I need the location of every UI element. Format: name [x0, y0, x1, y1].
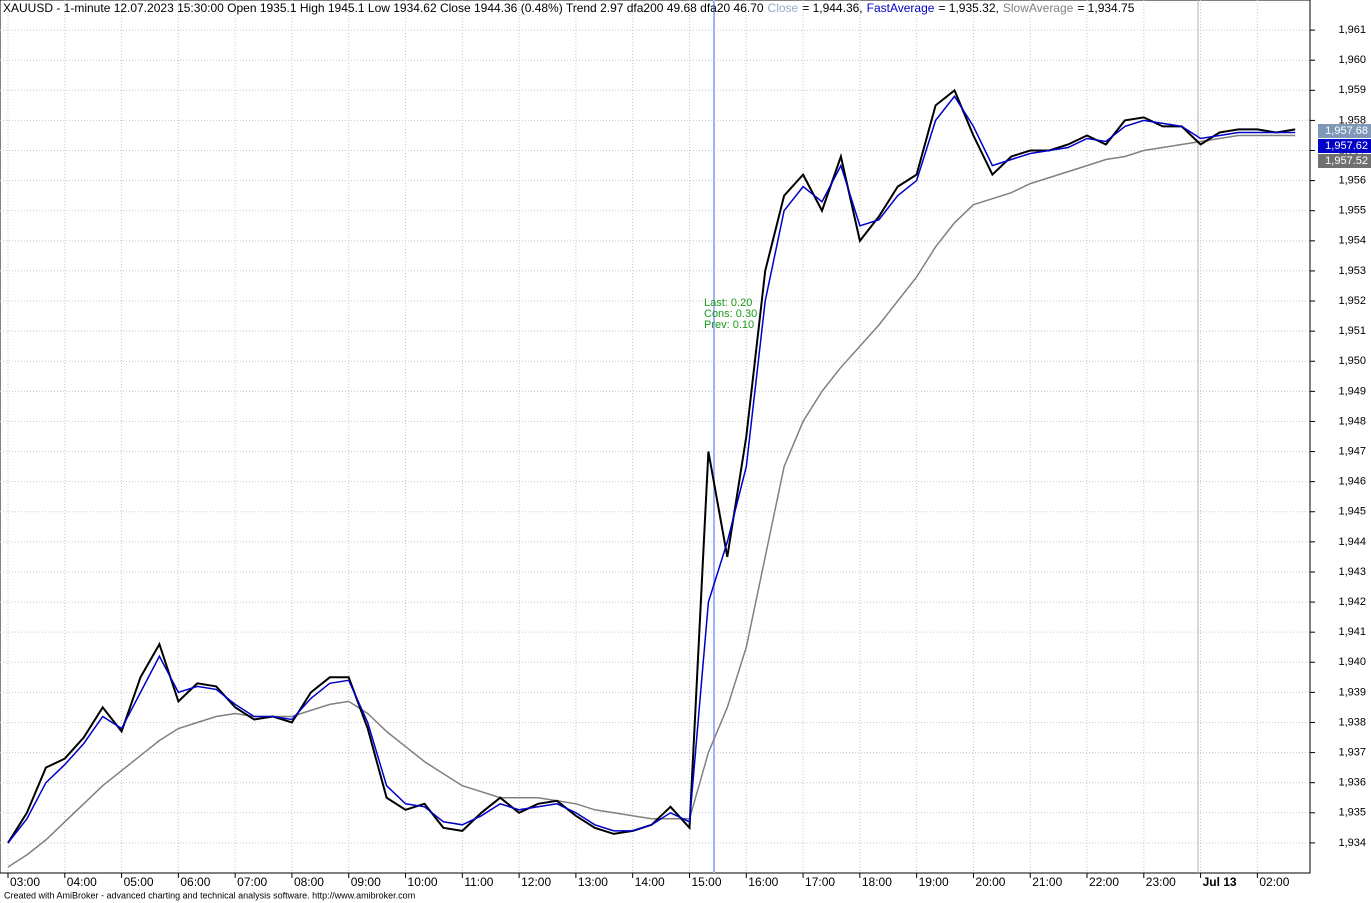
y-tick-label: 1,948 [1338, 415, 1366, 427]
price-badge [1318, 124, 1371, 138]
x-tick-label: 08:00 [294, 875, 324, 889]
x-tick-label: 03:00 [10, 875, 40, 889]
y-tick-label: 1,947 [1338, 445, 1366, 457]
x-tick-label: 17:00 [805, 875, 835, 889]
x-tick-label: 04:00 [67, 875, 97, 889]
y-tick-label: 1,950 [1338, 355, 1366, 367]
price-badge [1318, 139, 1371, 153]
series-line [7, 94, 1296, 844]
y-tick-label: 1,958 [1338, 114, 1366, 126]
y-tick-label: 1,943 [1338, 566, 1366, 578]
price-badge-label: 1,957.62 [1325, 140, 1368, 152]
x-tick-label: 23:00 [1146, 875, 1176, 889]
y-tick-label: 1,952 [1338, 295, 1366, 307]
x-tick-label: 16:00 [748, 875, 778, 889]
x-tick-label: 05:00 [124, 875, 154, 889]
y-tick-label: 1,938 [1338, 716, 1366, 728]
legend-name: SlowAverage [1003, 1, 1074, 15]
x-tick-label: 10:00 [408, 875, 438, 889]
y-tick-label: 1,959 [1338, 84, 1366, 96]
legend-name: FastAverage [867, 1, 935, 15]
y-tick-label: 1,942 [1338, 596, 1366, 608]
footer: Created with AmiBroker - advanced charti… [4, 890, 415, 900]
x-tick-label: 07:00 [237, 875, 267, 889]
x-tick-label: 21:00 [1032, 875, 1062, 889]
y-tick-label: 1,949 [1338, 385, 1366, 397]
y-tick-label: 1,945 [1338, 506, 1366, 518]
y-tick-label: 1,961 [1338, 24, 1366, 36]
price-badge-label: 1,957.52 [1325, 155, 1368, 167]
header: XAUUSD - 1-minute 12.07.2023 15:30:00 Op… [3, 1, 1135, 15]
y-tick-label: 1,941 [1338, 626, 1366, 638]
x-tick-label: 02:00 [1259, 875, 1289, 889]
legend-value: = 1,935.32, [938, 1, 998, 15]
annotation: Cons: 0.30 [704, 308, 757, 320]
x-tick-label: 09:00 [351, 875, 381, 889]
annotation: Last: 0.20 [704, 297, 752, 309]
chart-title: XAUUSD - 1-minute 12.07.2023 15:30:00 Op… [3, 1, 764, 15]
y-tick-label: 1,951 [1338, 325, 1366, 337]
y-tick-label: 1,934 [1338, 837, 1366, 849]
x-tick-label: 15:00 [691, 875, 721, 889]
x-tick-label: 19:00 [919, 875, 949, 889]
y-tick-label: 1,955 [1338, 205, 1366, 217]
x-tick-label: 06:00 [180, 875, 210, 889]
y-tick-label: 1,954 [1338, 235, 1366, 247]
legend-value: = 1,944.36, [802, 1, 862, 15]
y-tick-label: 1,956 [1338, 175, 1366, 187]
x-tick-label: 13:00 [578, 875, 608, 889]
y-tick-label: 1,944 [1338, 536, 1366, 548]
y-tick-label: 1,939 [1338, 686, 1366, 698]
plot-area [0, 0, 1311, 874]
x-tick-label: 22:00 [1089, 875, 1119, 889]
y-tick-label: 1,946 [1338, 476, 1366, 488]
x-tick-label: 18:00 [862, 875, 892, 889]
price-badge-label: 1,957.68 [1325, 125, 1368, 137]
y-tick-label: 1,936 [1338, 777, 1366, 789]
legend-value: = 1,934.75 [1077, 1, 1134, 15]
x-tick-label: 20:00 [975, 875, 1005, 889]
y-tick-label: 1,935 [1338, 807, 1366, 819]
y-tick-label: 1,960 [1338, 54, 1366, 66]
x-tick-label: 12:00 [521, 875, 551, 889]
series-line [7, 134, 1296, 868]
y-tick-label: 1,940 [1338, 656, 1366, 668]
annotation: Prev: 0.10 [704, 319, 754, 331]
x-tick-label: 11:00 [464, 875, 493, 889]
x-tick-label: Jul 13 [1203, 875, 1237, 889]
price-badge [1318, 154, 1371, 168]
x-tick-label: 14:00 [635, 875, 665, 889]
y-tick-label: 1,953 [1338, 265, 1366, 277]
legend-name: Close [768, 1, 799, 15]
y-tick-label: 1,937 [1338, 746, 1366, 758]
